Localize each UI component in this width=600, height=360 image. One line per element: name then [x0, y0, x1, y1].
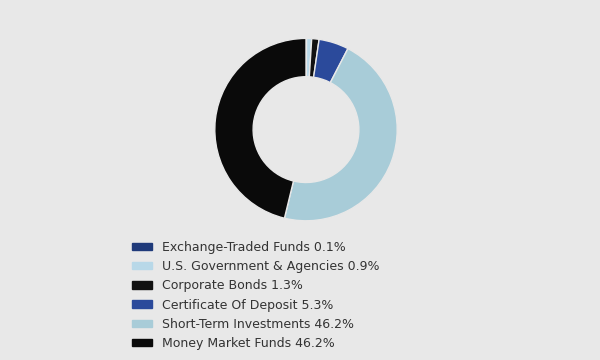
Wedge shape — [314, 39, 348, 83]
Wedge shape — [307, 39, 312, 77]
Legend: Exchange-Traded Funds 0.1%, U.S. Government & Agencies 0.9%, Corporate Bonds 1.3: Exchange-Traded Funds 0.1%, U.S. Governm… — [132, 241, 380, 350]
Wedge shape — [284, 49, 397, 221]
Wedge shape — [215, 39, 306, 218]
Wedge shape — [310, 39, 319, 77]
